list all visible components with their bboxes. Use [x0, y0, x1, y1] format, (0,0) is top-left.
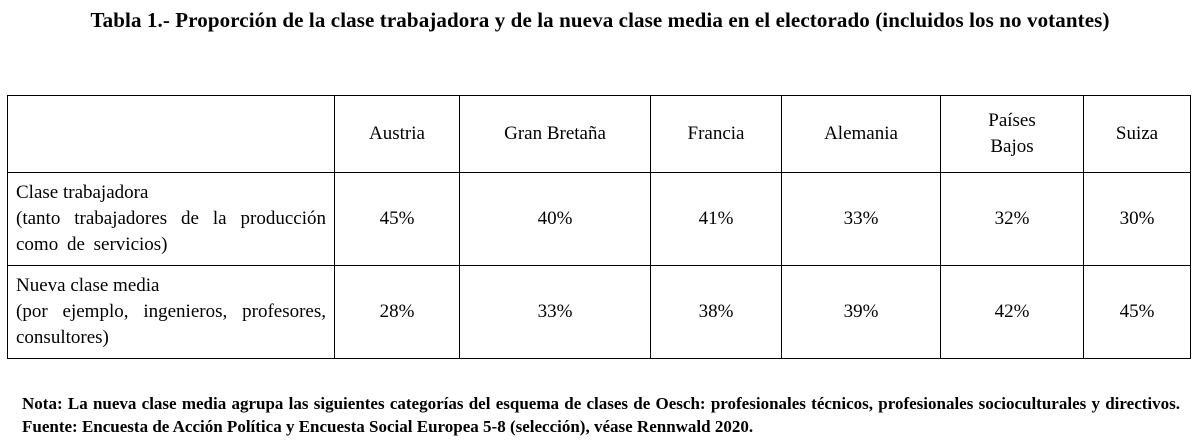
- row-label: Clase trabajadora (tanto trabajadores de…: [7, 172, 335, 266]
- column-header: Suiza: [1083, 95, 1191, 173]
- table-row: Clase trabajadora (tanto trabajadores de…: [7, 172, 1191, 266]
- table-cell: 33%: [459, 265, 651, 359]
- table-note: Nota: La nueva clase media agrupa las si…: [22, 394, 1180, 436]
- column-header: Francia: [650, 95, 782, 173]
- header-row: Austria Gran Bretaña Francia Alemania Pa…: [7, 95, 1191, 173]
- data-table: Austria Gran Bretaña Francia Alemania Pa…: [7, 95, 1191, 359]
- row-label-main: Clase trabajadora: [16, 182, 149, 203]
- table-cell: 40%: [459, 172, 651, 266]
- table-cell: 33%: [781, 172, 941, 266]
- column-header: Alemania: [781, 95, 941, 173]
- row-label-sub: (tanto trabajadores de la producción com…: [16, 208, 326, 255]
- table-cell: 45%: [334, 172, 460, 266]
- table-cell: 39%: [781, 265, 941, 359]
- table-cell: 28%: [334, 265, 460, 359]
- table-cell: 38%: [650, 265, 782, 359]
- table-cell: 45%: [1083, 265, 1191, 359]
- column-header: Gran Bretaña: [459, 95, 651, 173]
- row-label-sub: (por ejemplo, ingenieros, profesores, co…: [16, 301, 326, 348]
- table-title: Tabla 1.- Proporción de la clase trabaja…: [90, 8, 1110, 32]
- row-label: Nueva clase media (por ejemplo, ingenier…: [7, 265, 335, 359]
- table-cell: 41%: [650, 172, 782, 266]
- column-header: Austria: [334, 95, 460, 173]
- table-cell: 42%: [940, 265, 1084, 359]
- table-cell: 30%: [1083, 172, 1191, 266]
- corner-cell: [7, 95, 335, 173]
- column-header: Países Bajos: [940, 95, 1084, 173]
- row-label-main: Nueva clase media: [16, 275, 160, 296]
- table-row: Nueva clase media (por ejemplo, ingenier…: [7, 265, 1191, 359]
- table-cell: 32%: [940, 172, 1084, 266]
